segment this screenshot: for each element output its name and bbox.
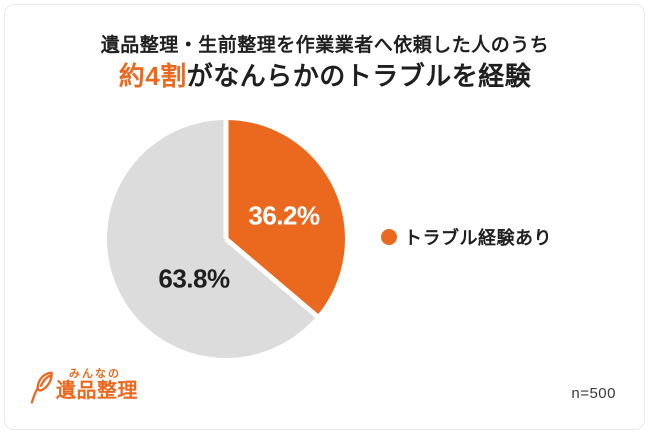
logo-text-bottom: 遺品整理 — [56, 380, 138, 402]
pie-chart — [106, 119, 345, 358]
legend-dot-icon — [381, 229, 397, 245]
legend-label: トラブル経験あり — [404, 228, 552, 248]
sample-size-label: n=500 — [571, 385, 616, 402]
legend: トラブル経験あり — [381, 227, 552, 248]
brand-logo: みんなの 遺品整理 — [29, 368, 138, 404]
title-line2: 約4割がなんらかのトラブルを経験 — [0, 56, 650, 93]
logo-text-top: みんなの — [69, 368, 121, 380]
title-highlight: 約4割 — [118, 61, 187, 91]
pie-value-label-trouble: 36.2% — [248, 200, 320, 231]
pie-slice-1 — [106, 120, 317, 358]
feather-icon — [30, 371, 53, 404]
pie-separator — [224, 237, 320, 319]
pie-slice-0 — [226, 120, 345, 316]
pie-value-label-no-trouble: 63.8% — [158, 263, 230, 294]
title-rest: がなんらかのトラブルを経験 — [186, 61, 532, 91]
pie-chart-container — [96, 109, 356, 369]
logo-text: みんなの 遺品整理 — [56, 368, 138, 402]
title-line1: 遺品整理・生前整理を作業業者へ依頼した人のうち — [100, 35, 550, 56]
